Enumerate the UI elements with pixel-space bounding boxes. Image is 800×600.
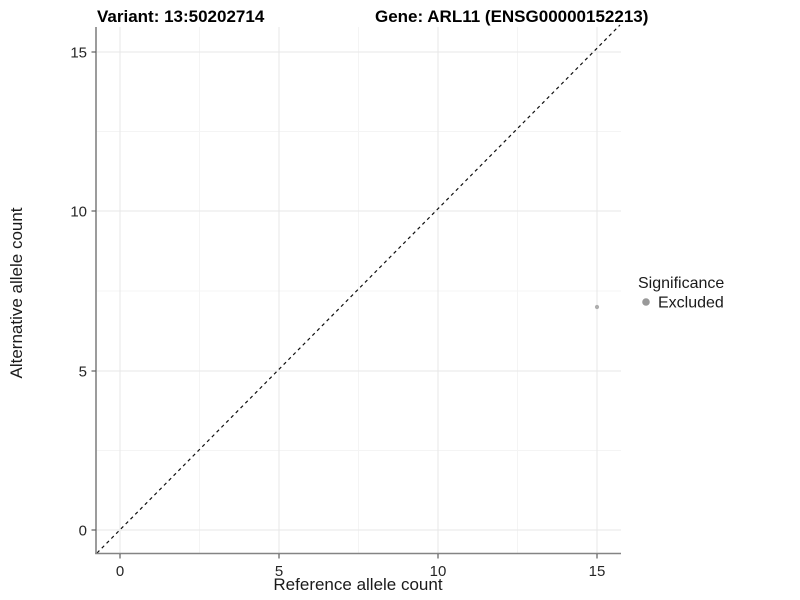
gridlines-minor [96, 27, 621, 554]
y-tick-label: 5 [79, 364, 87, 381]
x-tick-labels: 0 5 10 15 [116, 563, 606, 580]
x-tick-label: 15 [589, 563, 606, 580]
y-tick-label: 15 [70, 45, 87, 62]
x-tick-label: 10 [430, 563, 447, 580]
plot-title-variant: Variant: 13:50202714 [97, 7, 265, 26]
legend-item-excluded: Excluded [658, 295, 724, 312]
plot-title-gene: Gene: ARL11 (ENSG00000152213) [375, 7, 648, 26]
y-tick-label: 10 [70, 204, 87, 221]
y-axis-label: Alternative allele count [7, 207, 26, 378]
x-tick-label: 0 [116, 563, 124, 580]
x-tick-label: 5 [275, 563, 283, 580]
identity-reference-line [96, 24, 621, 554]
y-tick-label: 0 [79, 523, 87, 540]
x-axis-label: Reference allele count [273, 575, 442, 594]
legend-title: Significance [638, 275, 724, 292]
y-tick-labels: 15 10 5 0 [70, 45, 87, 540]
x-tick-marks [119, 554, 598, 559]
gridlines-major [96, 27, 621, 554]
y-tick-marks [91, 51, 96, 531]
legend-key-dot [642, 298, 650, 306]
data-point-excluded [594, 304, 600, 310]
legend: Significance Excluded [638, 275, 724, 312]
